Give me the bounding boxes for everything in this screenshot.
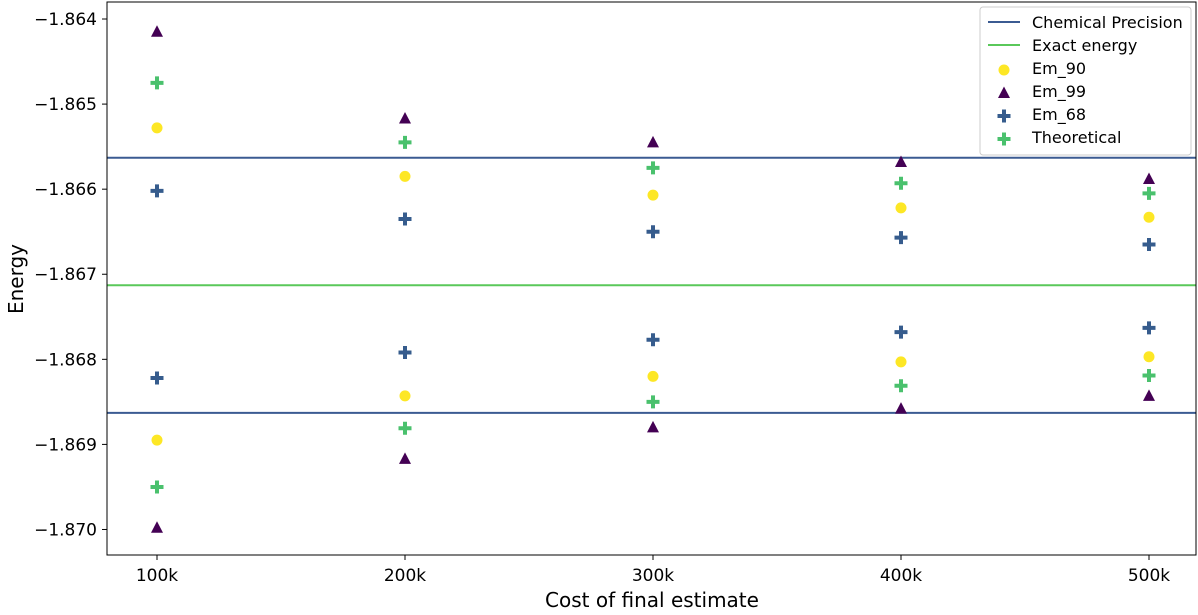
point-em_90-low-200k: [399, 390, 411, 402]
y-tick-label: −1.864: [34, 10, 97, 30]
legend-swatch-theoretical: [997, 132, 1011, 146]
point-em_68-low-100k: [150, 371, 164, 385]
point-theoretical-low-300k: [646, 395, 660, 409]
point-em_90-high-500k: [1143, 211, 1155, 223]
point-theoretical-high-500k: [1142, 186, 1156, 200]
y-tick-label: −1.867: [34, 265, 97, 285]
plot-frame: [106, 1, 1197, 556]
x-axis-label: Cost of final estimate: [545, 588, 759, 612]
legend-label-em-68: Em_68: [1032, 105, 1086, 125]
x-tick-label-200k: 200k: [384, 566, 426, 586]
point-theoretical-high-400k: [894, 176, 908, 190]
point-theoretical-low-100k: [150, 480, 164, 494]
point-em_68-low-300k: [646, 333, 660, 347]
point-em_99-high-500k: [1143, 172, 1155, 184]
x-tick-label-500k: 500k: [1128, 566, 1170, 586]
point-em_68-high-400k: [894, 231, 908, 245]
y-tick-label: −1.870: [34, 520, 97, 540]
point-em_68-low-500k: [1142, 321, 1156, 335]
legend-label-theoretical: Theoretical: [1031, 128, 1121, 147]
x-tick-label-100k: 100k: [136, 566, 178, 586]
point-em_68-low-200k: [398, 346, 412, 360]
point-em_99-high-100k: [151, 25, 163, 37]
x-tick-label-400k: 400k: [880, 566, 922, 586]
point-em_90-high-200k: [399, 170, 411, 182]
point-em_68-high-200k: [398, 212, 412, 226]
y-tick-label: −1.865: [34, 95, 97, 115]
point-em_90-low-500k: [1143, 351, 1155, 363]
point-em_68-high-500k: [1142, 237, 1156, 251]
point-theoretical-high-200k: [398, 135, 412, 149]
point-em_99-low-300k: [647, 420, 659, 433]
point-theoretical-low-400k: [894, 379, 908, 393]
y-tick-label: −1.868: [34, 350, 97, 370]
point-theoretical-low-200k: [398, 421, 412, 435]
point-em_90-high-400k: [895, 202, 907, 214]
point-theoretical-high-300k: [646, 161, 660, 175]
legend-label-exact-energy: Exact energy: [1032, 36, 1137, 55]
point-em_68-high-300k: [646, 225, 660, 239]
x-axis: 100k 200k 300k 400k 500k: [136, 555, 1170, 586]
y-axis-label: Energy: [4, 244, 28, 314]
y-axis: −1.864 −1.865 −1.866 −1.867 −1.868 −1.869 −1.8…: [34, 10, 107, 540]
point-em_90-low-300k: [647, 370, 659, 382]
point-em_99-low-400k: [895, 402, 907, 414]
point-em_99-low-100k: [151, 521, 163, 533]
point-em_99-high-400k: [895, 155, 907, 167]
point-em_99-low-500k: [1143, 389, 1155, 401]
y-tick-label: −1.869: [34, 435, 97, 455]
legend-label-em-90: Em_90: [1032, 59, 1086, 79]
y-tick-label: −1.866: [34, 180, 97, 200]
point-em_90-low-100k: [151, 434, 163, 446]
legend: Chemical Precision Exact energy Em_90 Em_99…: [979, 6, 1192, 156]
point-em_99-high-300k: [647, 135, 659, 148]
point-em_90-high-300k: [647, 189, 659, 201]
point-theoretical-low-500k: [1142, 368, 1156, 382]
point-em_90-high-100k: [151, 122, 163, 134]
point-em_99-low-200k: [399, 452, 411, 464]
legend-box: [979, 6, 1192, 156]
point-em_68-low-400k: [894, 325, 908, 339]
point-em_99-high-200k: [399, 112, 411, 124]
point-em_68-high-100k: [150, 184, 164, 198]
legend-label-em-99: Em_99: [1032, 82, 1086, 102]
point-theoretical-high-100k: [150, 76, 164, 90]
legend-swatch-em-90: [998, 64, 1010, 76]
legend-label-chemical-precision: Chemical Precision: [1032, 13, 1183, 32]
legend-swatch-em-99: [998, 86, 1010, 98]
point-em_90-low-400k: [895, 356, 907, 368]
legend-swatch-em-68: [997, 109, 1011, 123]
x-tick-label-300k: 300k: [632, 566, 674, 586]
plot-layer: [107, 25, 1196, 533]
